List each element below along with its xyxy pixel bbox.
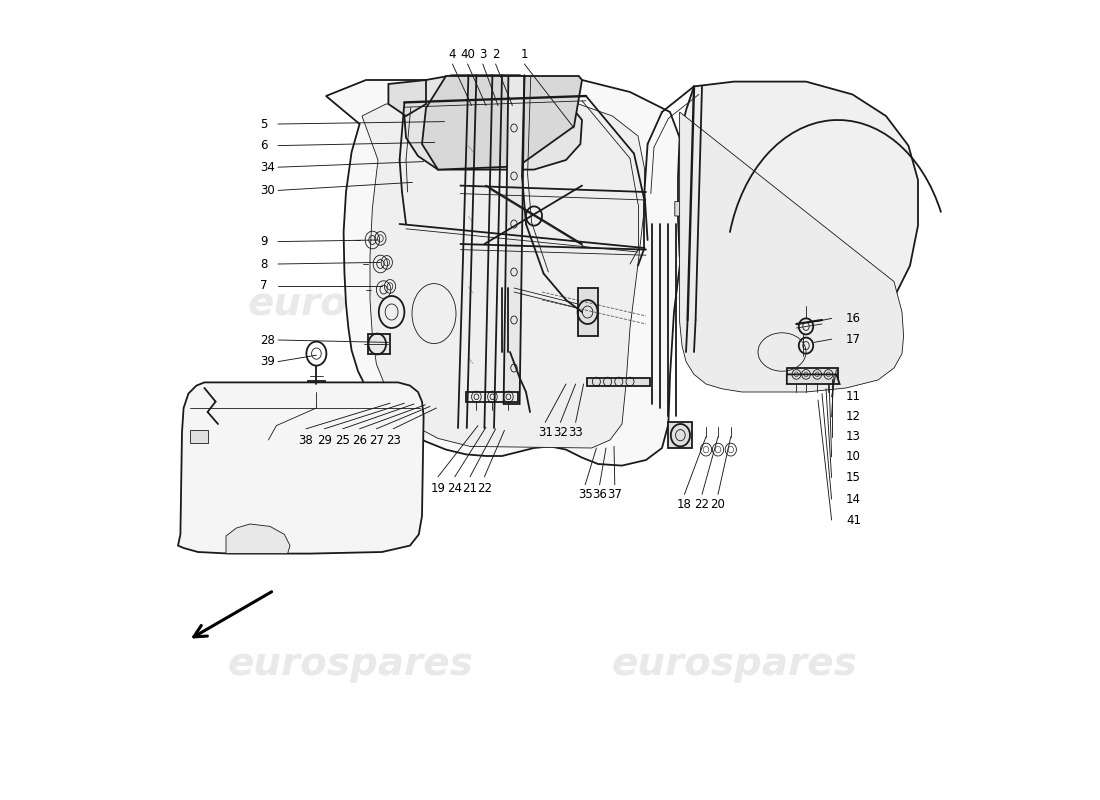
Text: 41: 41 (846, 514, 861, 526)
Polygon shape (388, 80, 426, 116)
Text: 35: 35 (578, 488, 593, 501)
Polygon shape (422, 76, 582, 170)
Text: 2: 2 (492, 48, 499, 61)
Text: eurospares: eurospares (612, 645, 857, 683)
Text: eurospares: eurospares (612, 285, 857, 323)
Polygon shape (786, 368, 838, 380)
Text: 23: 23 (386, 434, 400, 446)
Text: 21: 21 (462, 482, 477, 494)
Text: 9: 9 (261, 235, 268, 248)
Text: 32: 32 (553, 426, 568, 438)
Text: 16: 16 (846, 312, 861, 325)
Text: 27: 27 (368, 434, 384, 446)
Text: 30: 30 (261, 184, 275, 197)
Text: 33: 33 (569, 426, 583, 438)
Polygon shape (674, 202, 694, 216)
Text: 12: 12 (846, 410, 861, 423)
Text: 17: 17 (846, 333, 861, 346)
Text: 13: 13 (846, 430, 861, 443)
Text: eurospares: eurospares (248, 285, 493, 323)
Polygon shape (578, 288, 598, 336)
Text: eurospares: eurospares (227, 645, 473, 683)
Polygon shape (504, 76, 525, 404)
Polygon shape (367, 334, 390, 354)
Polygon shape (362, 102, 645, 448)
Text: 39: 39 (261, 355, 275, 368)
Polygon shape (586, 378, 650, 386)
Text: 29: 29 (317, 434, 332, 446)
Text: 11: 11 (846, 390, 861, 403)
Text: 37: 37 (607, 488, 623, 501)
Polygon shape (786, 374, 839, 384)
Text: 3: 3 (480, 48, 486, 61)
Polygon shape (678, 82, 918, 339)
Polygon shape (326, 80, 686, 466)
Text: 22: 22 (477, 482, 492, 494)
Polygon shape (405, 75, 582, 170)
Polygon shape (178, 382, 424, 554)
Text: 25: 25 (336, 434, 350, 446)
Text: 6: 6 (261, 139, 268, 152)
Text: 22: 22 (694, 498, 710, 510)
Polygon shape (190, 430, 208, 443)
Text: 15: 15 (846, 471, 861, 484)
Text: 26: 26 (352, 434, 367, 446)
Text: 19: 19 (430, 482, 446, 494)
Text: 4: 4 (449, 48, 456, 61)
Text: 38: 38 (298, 434, 314, 446)
Polygon shape (226, 524, 290, 554)
Text: 7: 7 (261, 279, 268, 292)
Polygon shape (680, 112, 903, 392)
Text: 31: 31 (538, 426, 552, 438)
Text: 28: 28 (261, 334, 275, 346)
Text: 8: 8 (261, 258, 267, 270)
Text: 1: 1 (520, 48, 528, 61)
Text: 5: 5 (261, 118, 267, 130)
Text: 20: 20 (711, 498, 725, 510)
Text: 36: 36 (592, 488, 607, 501)
Text: 40: 40 (460, 48, 475, 61)
Text: 18: 18 (676, 498, 692, 510)
Polygon shape (669, 422, 692, 448)
Text: 14: 14 (846, 493, 861, 506)
Text: 10: 10 (846, 450, 861, 463)
Text: 34: 34 (261, 161, 275, 174)
Text: 24: 24 (448, 482, 462, 494)
